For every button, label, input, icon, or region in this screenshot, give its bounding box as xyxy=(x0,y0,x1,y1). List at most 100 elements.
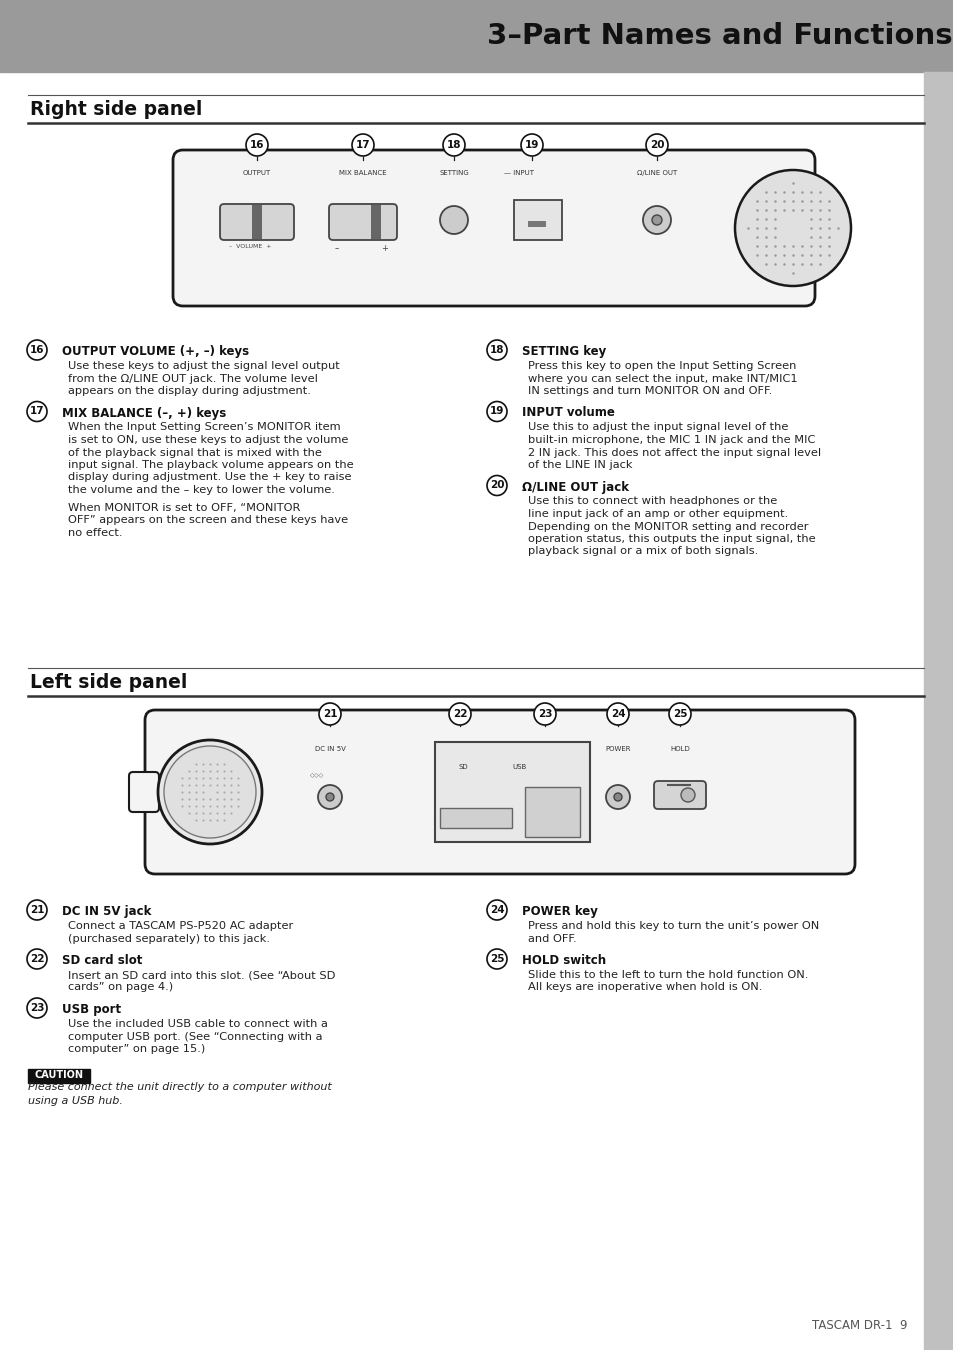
Text: 16: 16 xyxy=(250,140,264,150)
Text: SETTING key: SETTING key xyxy=(521,346,605,358)
Text: SD: SD xyxy=(457,764,467,769)
Text: 21: 21 xyxy=(322,709,337,720)
FancyBboxPatch shape xyxy=(145,710,854,873)
Text: CAUTION: CAUTION xyxy=(34,1071,84,1080)
Text: SETTING: SETTING xyxy=(438,170,468,176)
Text: 18: 18 xyxy=(446,140,460,150)
Text: using a USB hub.: using a USB hub. xyxy=(28,1096,123,1107)
Circle shape xyxy=(614,792,621,801)
Text: display during adjustment. Use the + key to raise: display during adjustment. Use the + key… xyxy=(68,472,351,482)
FancyBboxPatch shape xyxy=(654,782,705,809)
Circle shape xyxy=(27,900,47,919)
Bar xyxy=(923,72,953,1350)
Text: HOLD: HOLD xyxy=(669,747,689,752)
Text: of the LINE IN jack: of the LINE IN jack xyxy=(527,460,632,470)
Bar xyxy=(252,205,262,239)
Circle shape xyxy=(668,703,690,725)
Text: All keys are inoperative when hold is ON.: All keys are inoperative when hold is ON… xyxy=(527,983,761,992)
Circle shape xyxy=(318,703,340,725)
Text: Slide this to the left to turn the hold function ON.: Slide this to the left to turn the hold … xyxy=(527,971,807,980)
Text: Press and hold this key to turn the unit’s power ON: Press and hold this key to turn the unit… xyxy=(527,921,819,931)
Text: Use this to adjust the input signal level of the: Use this to adjust the input signal leve… xyxy=(527,423,787,432)
Circle shape xyxy=(326,792,334,801)
Text: 18: 18 xyxy=(489,346,504,355)
Text: DC IN 5V: DC IN 5V xyxy=(314,747,345,752)
Text: MIX BALANCE: MIX BALANCE xyxy=(339,170,386,176)
Text: input signal. The playback volume appears on the: input signal. The playback volume appear… xyxy=(68,460,354,470)
Bar xyxy=(439,809,512,828)
FancyBboxPatch shape xyxy=(220,204,294,240)
Text: MIX BALANCE (–, +) keys: MIX BALANCE (–, +) keys xyxy=(62,406,226,420)
Bar xyxy=(435,743,589,842)
Text: USB port: USB port xyxy=(62,1003,121,1017)
Circle shape xyxy=(645,134,667,157)
Text: built-in microphone, the MIC 1 IN jack and the MIC: built-in microphone, the MIC 1 IN jack a… xyxy=(527,435,815,446)
Text: –  VOLUME  +: – VOLUME + xyxy=(229,244,272,248)
Text: –: – xyxy=(335,244,339,252)
Circle shape xyxy=(642,207,670,234)
Circle shape xyxy=(439,207,468,234)
Text: 23: 23 xyxy=(30,1003,44,1012)
Text: operation status, this outputs the input signal, the: operation status, this outputs the input… xyxy=(527,535,815,544)
Circle shape xyxy=(246,134,268,157)
Bar xyxy=(371,205,380,239)
Text: SD card slot: SD card slot xyxy=(62,954,142,967)
Circle shape xyxy=(651,215,661,225)
Text: +: + xyxy=(380,244,388,252)
Text: 19: 19 xyxy=(524,140,538,150)
Text: 21: 21 xyxy=(30,904,44,915)
Text: of the playback signal that is mixed with the: of the playback signal that is mixed wit… xyxy=(68,447,321,458)
Text: Insert an SD card into this slot. (See “About SD: Insert an SD card into this slot. (See “… xyxy=(68,971,335,980)
Circle shape xyxy=(442,134,464,157)
Text: 19: 19 xyxy=(489,406,503,417)
Text: where you can select the input, make INT/MIC1: where you can select the input, make INT… xyxy=(527,374,797,383)
Text: the volume and the – key to lower the volume.: the volume and the – key to lower the vo… xyxy=(68,485,335,495)
Text: 22: 22 xyxy=(30,954,44,964)
FancyBboxPatch shape xyxy=(172,150,814,306)
Circle shape xyxy=(27,998,47,1018)
Text: from the Ω/LINE OUT jack. The volume level: from the Ω/LINE OUT jack. The volume lev… xyxy=(68,374,317,383)
Circle shape xyxy=(486,401,506,421)
Circle shape xyxy=(680,788,695,802)
Text: USB: USB xyxy=(513,764,527,769)
Text: POWER: POWER xyxy=(604,747,630,752)
Text: TASCAM DR-1  9: TASCAM DR-1 9 xyxy=(812,1319,907,1332)
Text: Left side panel: Left side panel xyxy=(30,674,187,693)
Text: DC IN 5V jack: DC IN 5V jack xyxy=(62,904,152,918)
Text: When MONITOR is set to OFF, “MONITOR: When MONITOR is set to OFF, “MONITOR xyxy=(68,502,300,513)
Text: Please connect the unit directly to a computer without: Please connect the unit directly to a co… xyxy=(28,1083,332,1092)
Circle shape xyxy=(486,900,506,919)
Text: POWER key: POWER key xyxy=(521,904,598,918)
Bar xyxy=(514,200,561,240)
Bar xyxy=(527,221,545,227)
Text: OFF” appears on the screen and these keys have: OFF” appears on the screen and these key… xyxy=(68,514,348,525)
Circle shape xyxy=(449,703,471,725)
Text: INPUT volume: INPUT volume xyxy=(521,406,615,420)
Text: 20: 20 xyxy=(489,481,504,490)
Text: playback signal or a mix of both signals.: playback signal or a mix of both signals… xyxy=(527,547,758,556)
Text: line input jack of an amp or other equipment.: line input jack of an amp or other equip… xyxy=(527,509,787,518)
Circle shape xyxy=(734,170,850,286)
Circle shape xyxy=(158,740,262,844)
Bar xyxy=(0,0,953,72)
Circle shape xyxy=(27,340,47,360)
Text: 22: 22 xyxy=(453,709,467,720)
Text: 23: 23 xyxy=(537,709,552,720)
Circle shape xyxy=(27,949,47,969)
Bar xyxy=(132,776,154,809)
Text: computer USB port. (See “Connecting with a: computer USB port. (See “Connecting with… xyxy=(68,1031,322,1041)
FancyBboxPatch shape xyxy=(329,204,396,240)
Text: 25: 25 xyxy=(489,954,504,964)
Circle shape xyxy=(486,340,506,360)
Bar xyxy=(524,787,579,837)
Text: appears on the display during adjustment.: appears on the display during adjustment… xyxy=(68,386,311,396)
FancyBboxPatch shape xyxy=(129,772,159,811)
Circle shape xyxy=(605,784,629,809)
Circle shape xyxy=(352,134,374,157)
Text: and OFF.: and OFF. xyxy=(527,933,576,944)
Text: 3–Part Names and Functions: 3–Part Names and Functions xyxy=(487,22,952,50)
Text: Use this to connect with headphones or the: Use this to connect with headphones or t… xyxy=(527,497,777,506)
Text: Press this key to open the Input Setting Screen: Press this key to open the Input Setting… xyxy=(527,360,796,371)
Text: 17: 17 xyxy=(355,140,370,150)
Circle shape xyxy=(164,747,255,838)
